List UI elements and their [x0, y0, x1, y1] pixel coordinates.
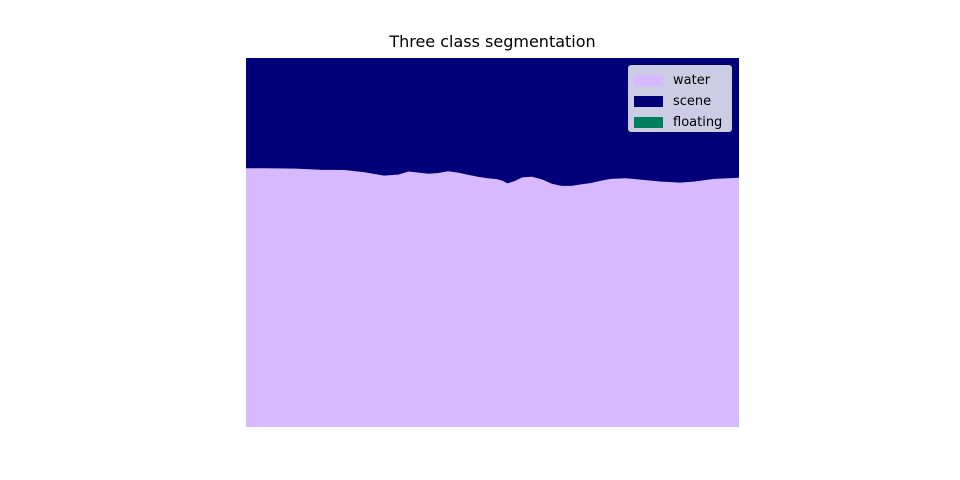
legend-swatch-floating	[634, 117, 663, 128]
legend-item-water: water	[634, 70, 731, 91]
legend-swatch-scene	[634, 96, 663, 107]
legend: water scene floating	[628, 65, 732, 132]
chart-title: Three class segmentation	[389, 32, 596, 51]
legend-swatch-water	[634, 75, 663, 86]
legend-label-scene: scene	[673, 94, 712, 109]
water-region	[246, 168, 739, 427]
legend-label-water: water	[673, 73, 711, 88]
legend-item-scene: scene	[634, 91, 731, 112]
legend-label-floating: floating	[673, 115, 723, 130]
legend-item-floating: floating	[634, 112, 731, 133]
